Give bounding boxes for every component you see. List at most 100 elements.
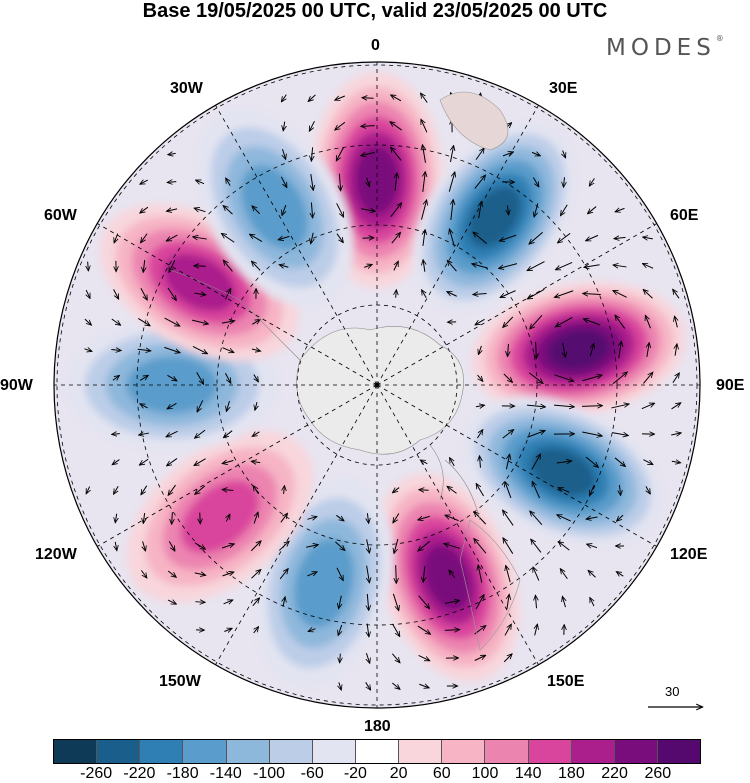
anomaly-contour xyxy=(180,480,260,554)
wind-vector xyxy=(508,343,509,356)
wind-vector xyxy=(612,433,628,436)
wind-vector xyxy=(141,233,148,243)
wind-vector xyxy=(584,319,601,326)
wind-vector xyxy=(614,457,625,466)
colorbar-segment xyxy=(312,740,356,763)
wind-vector xyxy=(504,625,511,636)
lon-label-180: 180 xyxy=(364,718,391,735)
wind-vector xyxy=(193,237,207,239)
wind-vector xyxy=(168,402,177,408)
wind-vector xyxy=(474,175,485,189)
wind-vector xyxy=(422,290,427,299)
wind-vector xyxy=(590,598,594,607)
wind-vector xyxy=(254,627,259,634)
wind-vector xyxy=(556,317,573,326)
wind-vector xyxy=(255,402,257,410)
wind-vector xyxy=(616,208,625,211)
meridian-line xyxy=(376,105,539,386)
wind-vector xyxy=(222,347,234,353)
colorbar-tick-label: -140 xyxy=(209,765,242,782)
colorbar-tick-label: 20 xyxy=(389,765,408,782)
wind-vector xyxy=(222,234,235,243)
wind-vector xyxy=(423,230,425,246)
colorbar-segment xyxy=(614,740,658,763)
wind-vector xyxy=(590,344,593,357)
wind-vector xyxy=(478,565,483,583)
wind-vector xyxy=(559,488,570,493)
wind-vector xyxy=(646,316,651,329)
wind-vector xyxy=(588,571,596,578)
colorbar-segment xyxy=(97,740,141,763)
wind-vector xyxy=(361,126,375,127)
wind-vector xyxy=(530,511,543,525)
colorbar-tick-label: -60 xyxy=(300,765,324,782)
colorbar-tick-label: 260 xyxy=(644,765,672,782)
colorbar-tick-label: 60 xyxy=(432,765,451,782)
colorbar-segment xyxy=(399,740,443,763)
wind-vector xyxy=(221,321,234,323)
wind-vector xyxy=(140,404,148,408)
wind-vector xyxy=(527,261,545,271)
colorbar-tick-label: -180 xyxy=(166,765,199,782)
wind-vector xyxy=(421,120,428,133)
wind-vector xyxy=(419,684,428,687)
wind-vector xyxy=(311,202,312,217)
wind-vector xyxy=(614,237,626,238)
wind-vector xyxy=(140,458,149,465)
wind-vector xyxy=(393,487,400,493)
lon-label-150e: 150E xyxy=(547,673,585,690)
wind-vector xyxy=(164,317,180,326)
wind-vector xyxy=(339,595,342,608)
colorbar-tick-label: -100 xyxy=(252,765,286,782)
wind-vector xyxy=(307,572,316,577)
wind-vector xyxy=(647,343,649,357)
wind-vector xyxy=(419,490,429,491)
wind-vector xyxy=(475,318,485,324)
wind-vector xyxy=(167,209,178,211)
wind-vector xyxy=(361,152,375,155)
lon-label-150w: 150W xyxy=(159,673,201,690)
wind-vector xyxy=(223,206,233,215)
wind-vector xyxy=(444,601,459,604)
wind-vector xyxy=(339,682,341,689)
wind-vector xyxy=(167,458,178,465)
wind-vector xyxy=(533,567,540,581)
wind-vector xyxy=(224,372,230,383)
wind-vector xyxy=(252,598,259,607)
wind-vector xyxy=(556,461,571,463)
wind-vector xyxy=(141,485,148,495)
modes-logo: MODES® xyxy=(606,34,724,61)
colorbar-tick-label: -260 xyxy=(80,765,113,782)
wind-vector xyxy=(168,182,177,183)
south-pole-dot xyxy=(374,382,380,388)
wind-vector xyxy=(526,405,545,407)
wind-vector xyxy=(503,538,514,554)
wind-vector xyxy=(393,262,398,271)
wind-vector xyxy=(671,403,681,410)
wind-vector xyxy=(168,484,176,495)
wind-vector xyxy=(449,570,456,578)
wind-vector xyxy=(583,294,601,295)
wind-vector xyxy=(536,341,537,358)
wind-vector xyxy=(392,593,398,610)
wind-vector xyxy=(280,176,286,187)
wind-vector xyxy=(448,172,454,192)
wind-vector xyxy=(617,572,624,576)
wind-vector xyxy=(310,120,315,131)
wind-vector xyxy=(532,482,541,499)
colorbar-segment xyxy=(269,740,313,763)
wind-vector xyxy=(675,344,677,356)
lon-label-60w: 60W xyxy=(44,207,77,224)
wind-vector xyxy=(614,265,627,267)
wind-vector xyxy=(474,656,485,661)
wind-vector xyxy=(418,516,430,520)
lon-label-60e: 60E xyxy=(670,207,699,224)
wind-vectors xyxy=(84,93,680,690)
lon-label-0: 0 xyxy=(371,37,380,54)
wind-vector xyxy=(421,460,428,463)
wind-vector xyxy=(140,288,147,299)
wind-vector xyxy=(673,290,680,299)
wind-vector xyxy=(251,349,260,351)
wind-vector xyxy=(84,349,91,351)
